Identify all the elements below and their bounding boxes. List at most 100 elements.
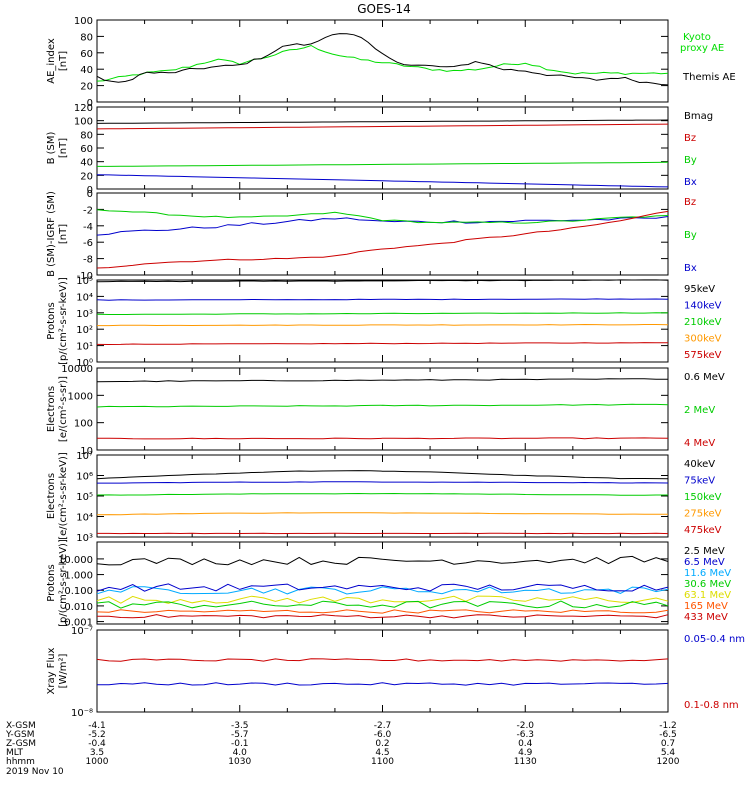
legend-label: Bx	[684, 177, 697, 188]
series-line-1	[96, 44, 669, 82]
y-tick-label: 40	[80, 65, 93, 76]
footer-row-value: -2.0	[516, 721, 534, 731]
y-tick-label: 10⁶	[76, 472, 93, 483]
y-tick-label: 10⁻⁸	[71, 708, 93, 719]
footer-date: 2019 Nov 10	[6, 767, 64, 777]
y-tick-label: 10⁵	[76, 276, 93, 287]
series-line-3	[96, 595, 669, 604]
footer-row-value: -6.5	[659, 730, 677, 740]
y-tick-label: 10⁷	[76, 451, 93, 462]
series-line-1	[96, 174, 669, 188]
y-tick-label: 80	[80, 32, 93, 43]
series-line-4	[97, 481, 669, 484]
y-tick-label: 10	[80, 446, 93, 457]
legend-label: 0.1-0.8 nm	[684, 700, 739, 711]
series-line-4	[96, 600, 669, 609]
footer-row-value: -6.0	[374, 730, 392, 740]
y-tick-label: 10⁴	[76, 292, 93, 303]
y-axis-label: B (SM)-IGRF (SM)	[46, 191, 57, 277]
y-tick-label: -2	[83, 205, 93, 216]
series-line-1	[96, 216, 669, 236]
footer-row-value: -5.2	[88, 730, 106, 740]
series-line-3	[96, 210, 669, 269]
y-tick-label: 60	[80, 144, 93, 155]
y-tick-label: 20	[80, 82, 93, 93]
y-tick-label: 0.010	[64, 602, 93, 613]
panel-3: -10 -8 -6 -4 -2 0 B (SM)-IGRF (SM) [nT] Bx By Bz	[46, 189, 697, 282]
y-axis-label: [p/(cm²-s-sr-keV)]	[58, 539, 69, 627]
footer-row-value: 4.0	[233, 748, 248, 758]
series-line-2	[96, 512, 669, 516]
y-tick-label: 10³	[76, 533, 93, 544]
panel-5: 10 100 1000 10000 Electrons [e/(cm²-s-sr)] 4 M…	[46, 364, 725, 457]
y-tick-label: 10⁻⁷	[71, 626, 93, 637]
footer-row-value: -4.1	[88, 721, 106, 731]
y-axis-label: [nT]	[58, 224, 69, 244]
footer-row-value: 0.2	[375, 739, 389, 749]
footer-row-value: -1.2	[659, 721, 677, 731]
y-tick-label: 80	[80, 130, 93, 141]
footer-row-value: 1030	[228, 757, 251, 767]
legend-label: 63.1 MeV	[684, 590, 731, 601]
footer-row-value: -0.4	[88, 739, 106, 749]
y-axis-label: Xray Flux	[46, 647, 57, 694]
legend-label: Kyoto proxy AE	[680, 32, 724, 54]
legend-label: By	[684, 230, 697, 241]
footer-row-label: Z-GSM	[6, 739, 36, 749]
y-tick-label: 0.001	[64, 618, 93, 629]
y-tick-label: 10³	[76, 309, 93, 320]
footer-row-label: X-GSM	[6, 721, 36, 731]
footer-row-value: 1200	[657, 757, 680, 767]
legend-label: 0.05-0.4 nm	[684, 634, 745, 645]
y-axis-label: Protons	[46, 564, 57, 601]
y-axis-label: [e/(cm²-s-sr)]	[58, 376, 69, 442]
series-line-7	[96, 555, 669, 566]
y-axis-label: AE_index	[46, 38, 57, 84]
legend-label: Bz	[684, 133, 696, 144]
footer-row-value: -5.7	[231, 730, 249, 740]
legend-label: 40keV	[684, 459, 715, 470]
y-tick-label: 60	[80, 49, 93, 60]
y-tick-label: 40	[80, 158, 93, 169]
series-line-2	[96, 33, 669, 86]
y-tick-label: 100	[74, 117, 93, 128]
legend-line: Kyoto	[683, 32, 711, 43]
panel-1: 0 20 40 60 80 100 AE_index [nT] Kyoto proxy AE The…	[46, 16, 736, 109]
legend-label: 2.5 MeV	[684, 546, 725, 557]
legend-label: Bz	[684, 197, 696, 208]
y-tick-label: 10²	[76, 325, 93, 336]
y-tick-label: 100	[74, 419, 93, 430]
y-axis-label: Electrons	[46, 473, 57, 519]
legend-label: Bmag	[684, 111, 713, 122]
footer-row-value: 3.5	[90, 748, 104, 758]
y-tick-label: -4	[83, 222, 93, 233]
time-axis-footer: X-GSM -4.1 -3.5 -2.7 -2.0 -1.2 Y-GSM -5.2 -5.7 -6…	[5, 721, 680, 777]
footer-row-value: -0.1	[231, 739, 249, 749]
panel-2: 0 20 40 60 80 100 120 B (SM) [nT] Bx By Bz Bmag	[46, 103, 713, 196]
legend-label: Themis AE	[682, 72, 736, 83]
footer-row-label: MLT	[6, 748, 24, 758]
plot-frame	[96, 454, 669, 538]
y-tick-label: -8	[83, 255, 93, 266]
series-line-3	[96, 123, 669, 130]
series-line-2	[96, 403, 669, 408]
y-axis-label: [p/(cm²-s-sr-keV)]	[58, 277, 69, 365]
y-tick-label: 20	[80, 171, 93, 182]
footer-row-value: 4.9	[518, 748, 533, 758]
plot-frame	[96, 192, 669, 276]
figure-title: GOES-14	[357, 2, 411, 16]
legend-label: Bx	[684, 263, 697, 274]
y-tick-label: 0.100	[64, 586, 93, 597]
legend-label: 30.6 MeV	[684, 579, 731, 590]
y-tick-label: 10⁴	[76, 513, 93, 524]
footer-row-value: 4.5	[375, 748, 389, 758]
legend-label: 95keV	[684, 284, 715, 295]
legend-label: 475keV	[684, 525, 722, 536]
series-line-1	[96, 658, 669, 662]
series-line-5	[96, 470, 669, 480]
plot-frame	[96, 629, 669, 713]
series-line-1	[96, 342, 669, 346]
y-axis-label: [nT]	[58, 51, 69, 71]
y-tick-label: 10⁵	[76, 492, 93, 503]
